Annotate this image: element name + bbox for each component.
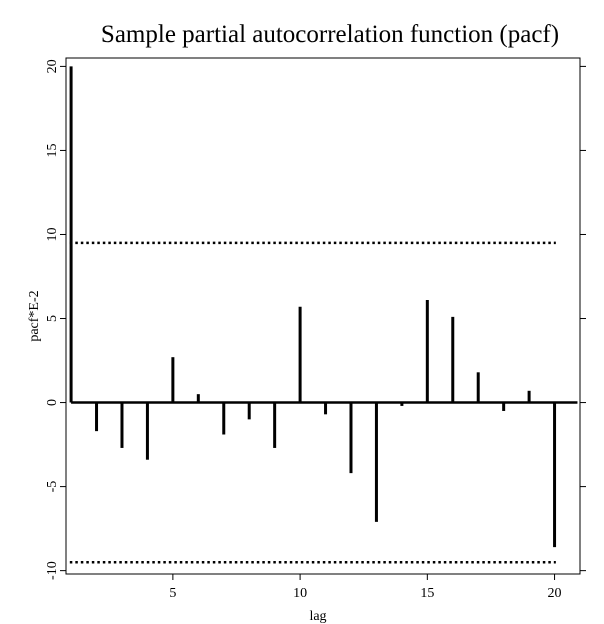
x-tick-label: 10 <box>293 586 307 601</box>
y-axis-label: pacf*E-2 <box>27 290 42 341</box>
confidence-bounds <box>69 241 556 564</box>
y-tick-label: 0 <box>45 399 60 406</box>
y-tick-label: 15 <box>45 143 60 157</box>
x-tick-label: 15 <box>420 586 434 601</box>
y-tick-label: -5 <box>45 481 60 493</box>
x-axis-label: lag <box>309 609 326 624</box>
y-tick-label: -10 <box>45 561 60 580</box>
chart-title: Sample partial autocorrelation function … <box>101 21 559 48</box>
y-tick-label: 20 <box>45 59 60 73</box>
x-tick-label: 5 <box>169 586 176 601</box>
y-tick-label: 5 <box>45 315 60 322</box>
y-axis-ticks: -10 -5 0 5 10 15 20 <box>45 59 586 580</box>
y-tick-label: 10 <box>45 227 60 241</box>
x-axis-ticks: 5 10 15 20 <box>169 574 562 601</box>
x-tick-label: 20 <box>548 586 562 601</box>
pacf-bars <box>69 66 557 548</box>
plot-frame <box>65 57 581 575</box>
